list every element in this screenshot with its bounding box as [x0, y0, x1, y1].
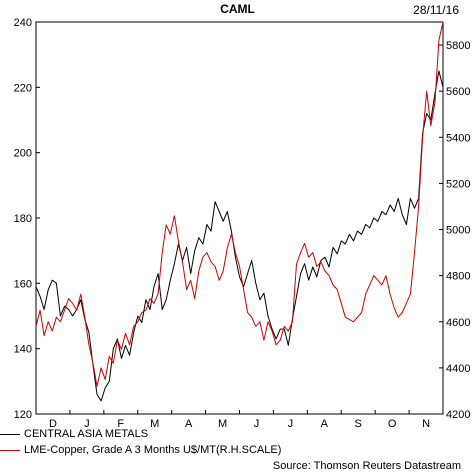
right-axis-label-4800: 4800 [446, 271, 470, 283]
left-axis-label-240: 240 [14, 17, 32, 29]
x-axis-label-1: J [84, 418, 90, 430]
right-axis-label-4200: 4200 [446, 409, 470, 421]
left-axis-label-140: 140 [14, 344, 32, 356]
right-axis-label-5800: 5800 [446, 40, 470, 52]
legend-swatch-copper [0, 449, 20, 451]
x-axis-label-6: J [254, 418, 260, 430]
legend-item-copper: LME-Copper, Grade A 3 Months U$/MT(R.H.S… [0, 444, 281, 456]
x-axis-label-9: S [355, 418, 362, 430]
legend-item-caml: CENTRAL ASIA METALS [0, 428, 148, 440]
x-axis-label-11: N [422, 418, 430, 430]
series-line-copper [35, 21, 444, 387]
x-axis-label-3: M [150, 418, 159, 430]
chart-title: CAML [220, 2, 255, 16]
left-axis-label-160: 160 [14, 278, 32, 290]
x-axis-label-5: M [218, 418, 227, 430]
left-axis-label-200: 200 [14, 148, 32, 160]
left-axis-label-180: 180 [14, 213, 32, 225]
x-axis-label-7: J [288, 418, 294, 430]
right-axis-label-4600: 4600 [446, 317, 470, 329]
chart-date: 28/11/16 [413, 3, 459, 17]
left-axis-label-220: 220 [14, 82, 32, 94]
series-line-caml [35, 70, 444, 402]
x-axis-label-10: O [388, 418, 397, 430]
x-axis-label-8: A [321, 418, 329, 430]
plot-frame [35, 21, 444, 415]
left-axis-label-120: 120 [14, 409, 32, 421]
legend-label-caml: CENTRAL ASIA METALS [24, 428, 149, 440]
legend-label-copper: LME-Copper, Grade A 3 Months U$/MT(R.H.S… [24, 444, 282, 456]
right-axis-label-5000: 5000 [446, 225, 470, 237]
right-axis-label-5400: 5400 [446, 132, 470, 144]
x-axis-label-4: A [185, 418, 193, 430]
x-axis-label-0: D [49, 418, 57, 430]
legend-swatch-caml [0, 433, 20, 435]
right-axis-label-5600: 5600 [446, 86, 470, 98]
source-note: Source: Thomson Reuters Datastream [272, 460, 461, 472]
right-axis-label-4400: 4400 [446, 363, 470, 375]
x-axis-label-2: F [117, 418, 124, 430]
right-axis-label-5200: 5200 [446, 178, 470, 190]
